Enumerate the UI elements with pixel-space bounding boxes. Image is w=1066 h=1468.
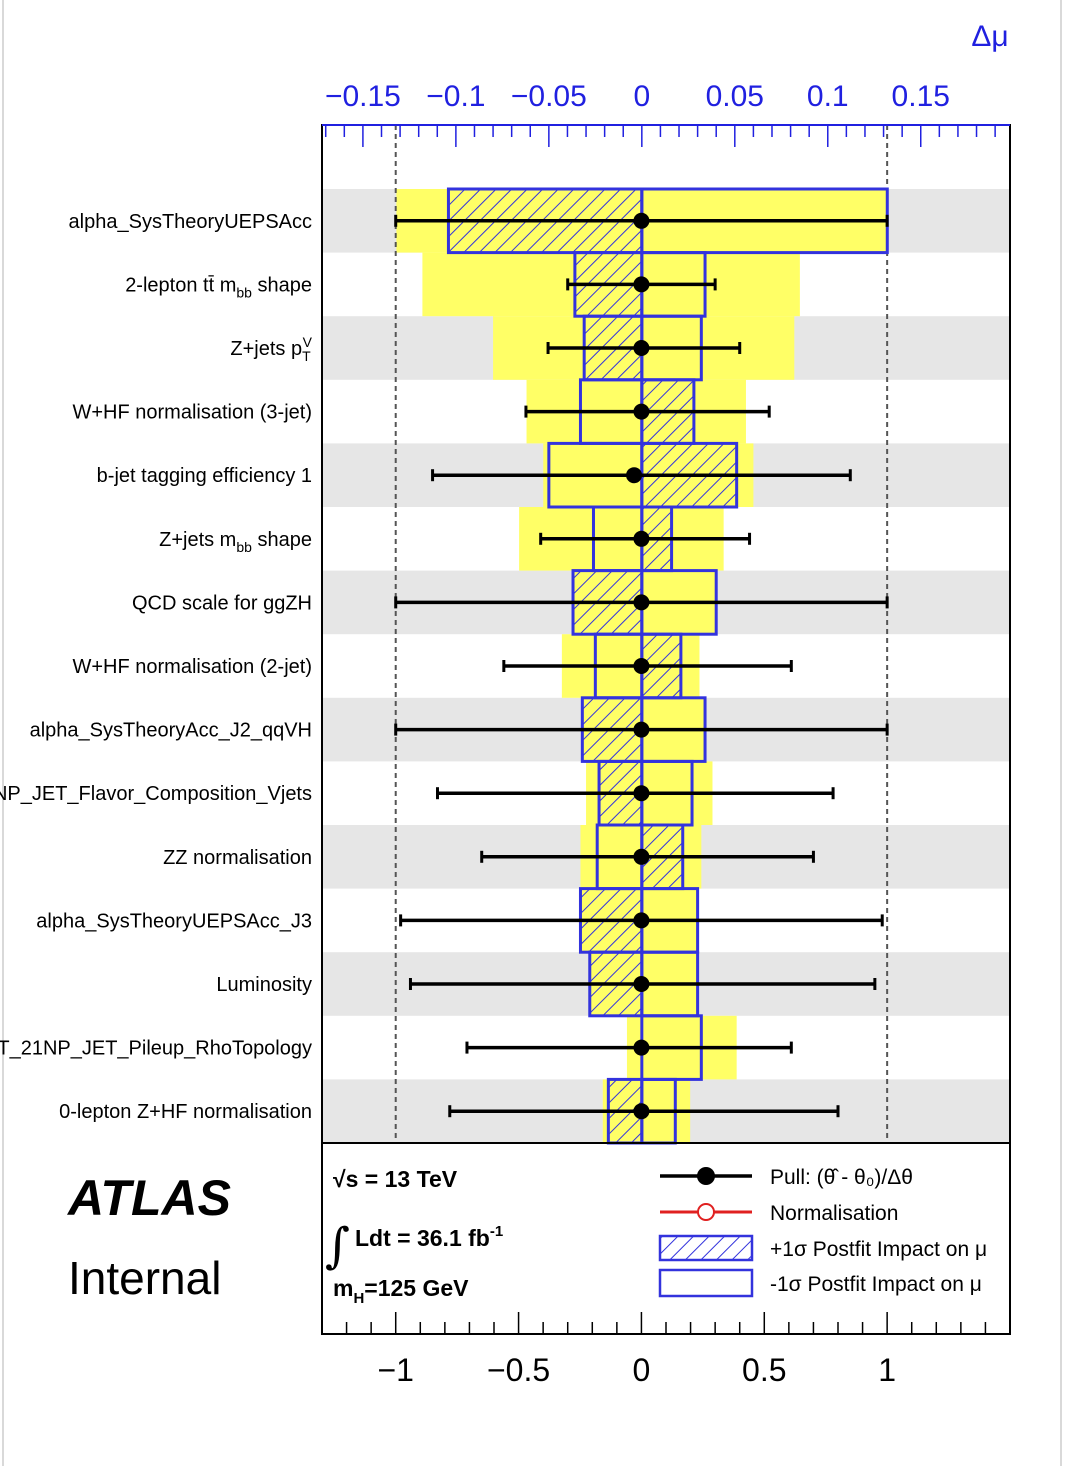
pull-marker: [633, 276, 650, 293]
bottom-axis-tick-label: 0.5: [742, 1352, 786, 1388]
pull-marker: [633, 403, 650, 420]
bottom-axis-tick-label: 0: [633, 1352, 651, 1388]
parameter-label: NP_JET_Flavor_Composition_Vjets: [0, 783, 312, 805]
parameter-label: ZZ normalisation: [163, 847, 312, 869]
bottom-axis-tick-label: −0.5: [487, 1352, 550, 1388]
top-axis-tick-label: −0.1: [426, 80, 485, 113]
pull-marker: [633, 340, 650, 356]
top-axis-title: Δμ: [971, 20, 1008, 53]
legend-hatched-fill: [660, 1236, 752, 1260]
pull-marker: [633, 848, 650, 865]
bottom-axis-tick-label: −1: [377, 1352, 413, 1388]
legend-pull-marker: [697, 1167, 715, 1185]
pull-marker: [633, 912, 650, 929]
parameter-label: alpha_SysTheoryAcc_J2_qqVH: [30, 720, 312, 742]
legend-minus-label: -1σ Postfit Impact on μ: [770, 1273, 982, 1296]
parameter-label: Z+jets pTV: [230, 334, 312, 364]
parameter-label: alpha_SysTheoryUEPSAcc_J3: [36, 910, 312, 932]
pull-marker: [633, 721, 650, 738]
parameter-label: W+HF normalisation (2-jet): [72, 656, 312, 678]
pull-marker: [633, 594, 650, 611]
top-axis-tick-label: 0: [633, 80, 650, 113]
pull-marker: [633, 976, 650, 992]
pull-marker: [633, 1039, 650, 1056]
top-axis-tick-label: −0.15: [325, 80, 401, 113]
pull-marker: [633, 1103, 650, 1120]
parameter-label: Luminosity: [216, 974, 312, 996]
top-axis-tick-label: 0.1: [807, 80, 849, 113]
parameter-label: W+HF normalisation (3-jet): [72, 402, 312, 424]
energy-label: √s = 13 TeV: [333, 1166, 458, 1192]
experiment-label: ATLAS: [66, 1170, 231, 1226]
top-axis-tick-label: 0.05: [706, 80, 764, 113]
parameter-label: QCD scale for ggZH: [132, 592, 312, 614]
top-axis-tick-label: 0.15: [892, 80, 950, 113]
parameter-label: T_21NP_JET_Pileup_RhoTopology: [0, 1038, 312, 1060]
legend-pull-label: Pull: (θ̂ - θ₀)/Δθ: [770, 1166, 913, 1189]
legend-norm-marker: [697, 1203, 715, 1221]
pull-marker: [633, 530, 650, 547]
bottom-axis-tick-label: 1: [878, 1352, 896, 1388]
pull-marker: [633, 785, 650, 802]
integral-icon: ∫: [325, 1218, 350, 1274]
pull-marker: [633, 212, 650, 229]
parameter-label: 2-lepton tt̄ mbb shape: [125, 274, 312, 300]
status-label: Internal: [68, 1252, 221, 1304]
pull-marker: [633, 658, 650, 674]
parameter-label: Z+jets mbb shape: [159, 529, 312, 555]
top-axis-tick-label: −0.05: [511, 80, 587, 113]
parameter-label: alpha_SysTheoryUEPSAcc: [69, 211, 312, 233]
legend-norm-label: Normalisation: [770, 1202, 898, 1225]
legend-hatched-box: [658, 1234, 754, 1262]
legend-open-box: [658, 1268, 754, 1298]
lumi-label: Ldt = 36.1 fb-1: [355, 1223, 503, 1251]
mass-label: mH=125 GeV: [333, 1275, 469, 1307]
legend-plus-label: +1σ Postfit Impact on μ: [770, 1238, 987, 1261]
parameter-label: 0-lepton Z+HF normalisation: [59, 1101, 312, 1123]
parameter-label: b-jet tagging efficiency 1: [97, 465, 312, 487]
pull-marker: [626, 467, 643, 484]
